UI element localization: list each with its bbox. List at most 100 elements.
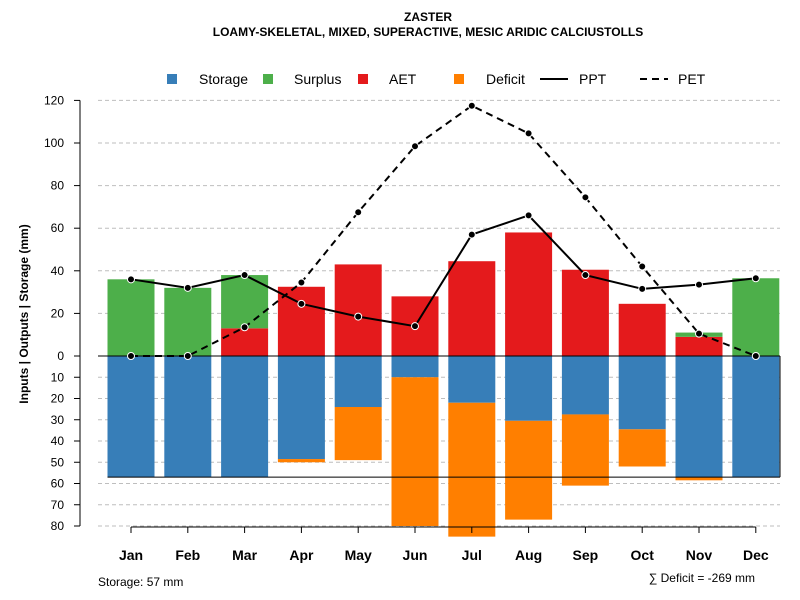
storage-bar <box>277 356 325 460</box>
storage-bar <box>334 356 382 407</box>
ppt-point <box>183 283 192 292</box>
storage-annotation: Storage: 57 mm <box>98 575 183 589</box>
y-tick-label: 10 <box>51 370 65 384</box>
pet-point <box>581 193 590 202</box>
storage-bar <box>561 356 609 415</box>
aet-bar <box>277 286 325 356</box>
pet-point <box>467 101 476 110</box>
surplus-bar <box>732 278 780 356</box>
ppt-point <box>354 312 363 321</box>
y-tick-label: 120 <box>44 93 64 107</box>
storage-bar <box>221 356 269 478</box>
pet-legend-label: PET <box>678 71 706 87</box>
storage-legend-swatch <box>167 74 177 84</box>
series-lines <box>127 101 760 360</box>
storage-bar <box>675 356 723 478</box>
deficit-bar <box>391 377 439 526</box>
storage-bar <box>732 356 780 478</box>
aet-bar <box>505 232 553 356</box>
pet-point <box>240 323 249 332</box>
deficit-bar <box>675 477 723 481</box>
y-tick-label: 30 <box>51 413 65 427</box>
storage-bar <box>391 356 439 378</box>
y-tick-label: 20 <box>51 306 65 320</box>
y-tick-label: 60 <box>51 221 65 235</box>
pet-point <box>297 278 306 287</box>
aet-bar <box>448 261 496 356</box>
month-label: Nov <box>686 547 713 563</box>
pet-line <box>131 104 757 357</box>
ppt-point <box>127 275 135 284</box>
month-label: Sep <box>573 547 599 563</box>
month-label: Apr <box>289 547 314 563</box>
aet-bar <box>221 328 269 356</box>
pet-point <box>411 142 419 151</box>
month-label: May <box>345 547 372 563</box>
ppt-legend-label: PPT <box>579 71 607 87</box>
y-tick-label: 100 <box>44 136 64 150</box>
month-label: Jun <box>403 547 428 563</box>
storage-legend-label: Storage <box>199 71 248 87</box>
y-tick-label: 70 <box>51 498 65 512</box>
month-label: Aug <box>515 547 542 563</box>
deficit-bar <box>334 407 382 461</box>
deficit-legend-swatch <box>454 74 464 84</box>
storage-bar <box>107 356 155 478</box>
month-label: Feb <box>175 547 200 563</box>
ppt-point <box>411 322 419 331</box>
y-tick-label: 50 <box>51 455 65 469</box>
deficit-bar <box>618 429 666 467</box>
ppt-point <box>581 271 590 280</box>
legend: Storage Surplus AET Deficit PPT PET <box>167 71 706 87</box>
month-label: Oct <box>631 547 655 563</box>
surplus-legend-swatch <box>263 74 273 84</box>
pet-point <box>751 352 760 360</box>
storage-bar <box>164 356 212 478</box>
month-label: Dec <box>743 547 769 563</box>
storage-bar <box>505 356 553 421</box>
pet-point <box>354 208 363 217</box>
aet-bar <box>561 269 609 356</box>
y-tick-label: 80 <box>51 179 65 193</box>
aet-legend-label: AET <box>389 71 417 87</box>
y-tick-label: 80 <box>51 519 65 533</box>
pet-point <box>638 262 647 271</box>
storage-frame <box>98 355 781 478</box>
ppt-point <box>751 274 760 283</box>
month-label: Jul <box>462 547 482 563</box>
y-tick-label: 60 <box>51 477 65 491</box>
ppt-point <box>297 299 306 308</box>
axes: 0 20 40 60 80 100 120 10 20 30 40 50 60 70 80 Jan Feb Mar… <box>44 93 769 563</box>
month-label: Mar <box>232 547 257 563</box>
aet-bar <box>334 264 382 356</box>
aet-bar <box>675 336 723 356</box>
storage-bar <box>618 356 666 430</box>
deficit-bar <box>277 459 325 463</box>
surplus-bar <box>107 279 155 356</box>
ppt-point <box>240 271 249 280</box>
deficit-bar <box>448 402 496 537</box>
ppt-point <box>467 230 476 239</box>
y-tick-label: 0 <box>57 349 64 363</box>
storage-bar <box>448 356 496 403</box>
month-label: Jan <box>119 547 143 563</box>
surplus-bar <box>164 287 212 356</box>
ppt-point <box>524 211 533 220</box>
ppt-point <box>638 284 647 293</box>
pet-point <box>695 329 703 338</box>
pet-point <box>524 129 533 138</box>
aet-legend-swatch <box>358 74 368 84</box>
deficit-bar <box>561 414 609 486</box>
pet-point <box>183 352 192 360</box>
grid-lines <box>98 99 780 527</box>
y-axis-label: Inputs | Outputs | Storage (mm) <box>17 224 31 403</box>
y-tick-label: 40 <box>51 264 65 278</box>
chart-subtitle: LOAMY-SKELETAL, MIXED, SUPERACTIVE, MESI… <box>213 25 643 39</box>
y-tick-label: 20 <box>51 392 65 406</box>
ppt-line <box>130 214 756 328</box>
y-tick-label: 40 <box>51 434 65 448</box>
chart-title: ZASTER <box>404 10 452 24</box>
surplus-legend-label: Surplus <box>294 71 341 87</box>
deficit-bar <box>505 420 553 520</box>
